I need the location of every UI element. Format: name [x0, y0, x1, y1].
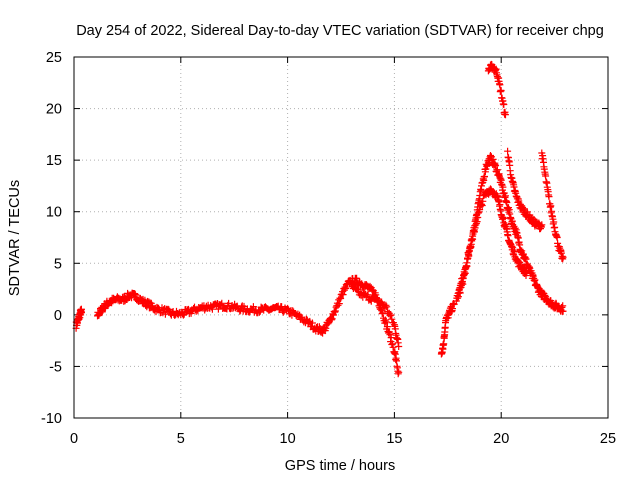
data-point [339, 291, 347, 299]
data-point [496, 81, 504, 89]
data-point [378, 300, 386, 308]
data-point [465, 251, 473, 259]
data-point [208, 305, 216, 313]
data-point [462, 264, 469, 272]
data-point [502, 111, 509, 119]
y-axis-label: SDTVAR / TECUs [7, 180, 23, 296]
x-tick-label: 0 [70, 431, 78, 447]
data-point [542, 172, 550, 180]
data-point [545, 193, 553, 201]
grid [74, 57, 608, 418]
data-point [553, 234, 561, 241]
data-point [474, 209, 482, 217]
data-point [511, 224, 519, 232]
data-point [559, 307, 567, 315]
data-point [538, 221, 546, 229]
data-point [478, 200, 485, 208]
data-point [355, 288, 362, 296]
data-point [382, 318, 390, 326]
data-point [509, 244, 517, 252]
x-tick-label: 15 [386, 431, 402, 447]
data-point [340, 286, 348, 294]
data-point [458, 278, 466, 285]
data-point [497, 87, 505, 95]
plot-frame [73, 56, 609, 419]
data-point [322, 324, 330, 332]
data-point [334, 301, 342, 309]
data-point [389, 343, 397, 351]
data-point [388, 315, 396, 323]
data-point [383, 303, 391, 311]
data-point [218, 299, 226, 307]
data-point [249, 303, 257, 311]
data-point [559, 253, 567, 261]
data-point [382, 301, 390, 309]
data-point [308, 319, 316, 327]
data-point [467, 244, 475, 251]
chart-title: Day 254 of 2022, Sidereal Day-to-day VTE… [76, 23, 604, 39]
y-tick-label: -5 [49, 359, 62, 375]
data-point [499, 183, 507, 191]
data-point [395, 343, 403, 350]
y-tick-label: 20 [46, 102, 62, 118]
x-tick-label: 25 [600, 431, 616, 447]
data-point [479, 197, 487, 205]
data-point [455, 293, 462, 301]
data-point [471, 224, 479, 232]
data-point [500, 101, 508, 108]
data-point [377, 305, 385, 313]
y-tick-label: -10 [41, 411, 62, 427]
y-tick-label: 25 [46, 50, 62, 66]
data-point [331, 307, 339, 315]
data-point [185, 305, 192, 313]
data-point [481, 173, 488, 180]
y-tick-label: 5 [54, 256, 62, 272]
y-tick-label: 15 [46, 153, 62, 169]
x-axis-label: GPS time / hours [285, 458, 395, 474]
data-point [510, 247, 518, 255]
data-point [504, 147, 512, 155]
data-point [328, 315, 336, 323]
data-point [179, 311, 187, 319]
data-point [364, 291, 372, 299]
x-tick-label: 5 [177, 431, 185, 447]
x-tick-label: 10 [280, 431, 296, 447]
data-point [463, 259, 471, 267]
data-point [385, 329, 393, 337]
data-point [278, 303, 286, 311]
data-point [387, 311, 395, 319]
data-points [72, 60, 567, 378]
x-tick-label: 20 [493, 431, 509, 447]
data-point [547, 202, 555, 210]
data-point [523, 269, 531, 277]
data-point [255, 308, 263, 316]
y-tick-label: 0 [54, 308, 62, 324]
data-point [395, 368, 403, 376]
data-point [78, 309, 85, 317]
y-tick-label: 10 [46, 205, 62, 221]
axis-ticks: 0 5 10 15 20 25 -10 -5 0 5 10 15 20 25 [41, 50, 616, 447]
